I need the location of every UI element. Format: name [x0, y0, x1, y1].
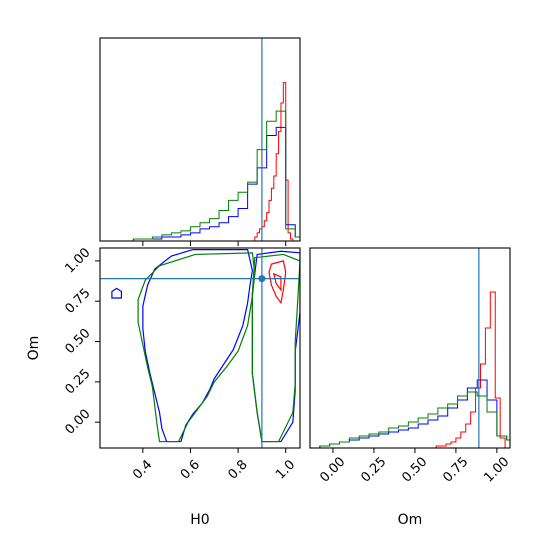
x-tick-label: 0.25 [358, 454, 389, 485]
y-tick-label: 1.00 [62, 245, 93, 276]
hist-panel-h0 [99, 37, 301, 246]
plot-area [319, 248, 510, 448]
plot-area [100, 248, 300, 448]
x-tick-label: 0.75 [440, 454, 471, 485]
hist-series-blue [104, 126, 300, 241]
hist-series-blue [319, 379, 510, 448]
panel-frame [309, 247, 511, 449]
hist-series-red [252, 82, 296, 241]
x-tick-label: 0.6 [178, 457, 203, 482]
y-tick-label: 0.75 [62, 286, 93, 317]
x-tick-label: 1.00 [481, 454, 512, 485]
y-tick-label: 0.50 [62, 326, 93, 357]
x-tick-label: 0.00 [317, 454, 348, 485]
x-tick-label: 0.8 [225, 457, 250, 482]
truth-point [258, 275, 266, 283]
contour-line-red [272, 272, 282, 292]
y-axis-label: Om [26, 336, 42, 361]
hist-series-green [104, 110, 300, 241]
y-tick-label: 0.25 [62, 366, 93, 397]
panel-frame [99, 247, 301, 449]
contour-panel: 0.4 0.6 0.8 1.0 0.00 0.25 0.50 0.75 1.00 H0 Om [26, 245, 301, 528]
contour-line-blue [111, 287, 123, 299]
hist-series-red [431, 291, 506, 448]
plot-area [104, 38, 300, 241]
x-axis-label: H0 [190, 512, 209, 528]
x-tick-label: 0.4 [130, 457, 155, 482]
contour-line-green [137, 252, 256, 443]
x-tick-label: 0.50 [399, 454, 430, 485]
x-tick-label: 1.0 [273, 457, 298, 482]
hist-panel-om: 0.00 0.25 0.50 0.75 1.00 Om [309, 247, 512, 528]
contour-line-red [268, 260, 287, 305]
x-axis-label: Om [398, 512, 423, 528]
y-tick-label: 0.00 [62, 407, 93, 438]
hist-series-green [319, 391, 510, 448]
contour-line-blue [142, 249, 253, 443]
panel-frame [99, 37, 301, 242]
